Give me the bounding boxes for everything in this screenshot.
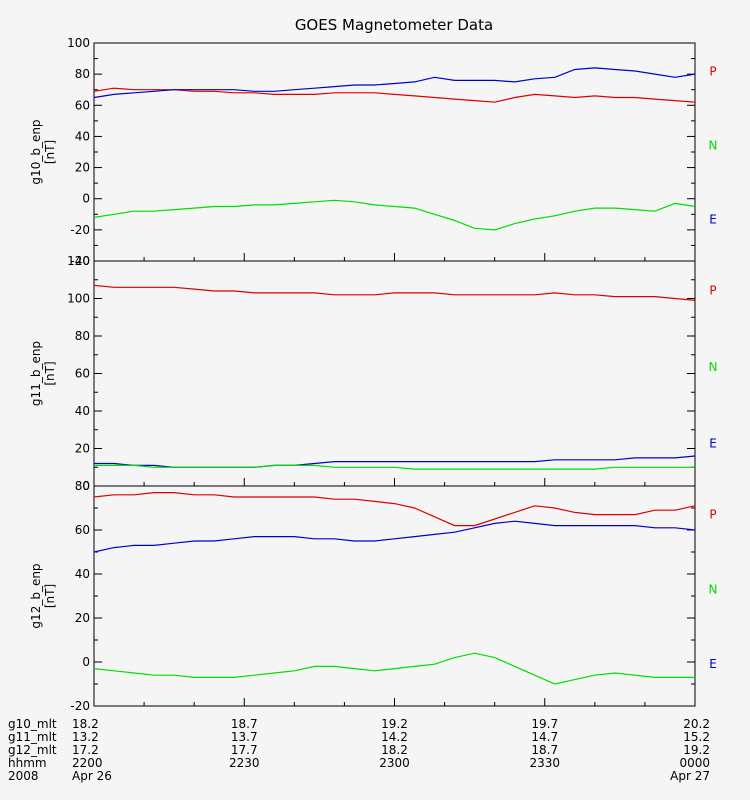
time-row-value: Apr 27 — [670, 769, 710, 783]
y-tick-label: 0 — [82, 192, 90, 206]
series-line-n — [93, 199, 696, 231]
time-row-value: 2330 — [529, 756, 560, 770]
y-axis-label: g12_b_enp — [29, 563, 43, 628]
y-tick-label: -40 — [70, 254, 90, 268]
time-row-label: 2008 — [8, 769, 39, 783]
legend-p: P — [709, 283, 716, 297]
series-line-n — [94, 464, 695, 470]
y-tick-label: 80 — [75, 479, 90, 493]
time-row-value: 13.7 — [231, 730, 258, 744]
time-row-value: 2230 — [229, 756, 260, 770]
time-row-label: g11_mlt — [8, 730, 57, 744]
y-axis-label: g11_b_enp — [29, 341, 43, 406]
y-axis-unit: [nT] — [43, 361, 57, 385]
time-row-value: 19.2 — [381, 717, 408, 731]
y-tick-label: 40 — [75, 129, 90, 143]
time-row-value: 17.2 — [72, 743, 99, 757]
legend-e: E — [709, 657, 717, 671]
time-row-value: 2200 — [72, 756, 103, 770]
y-tick-label: 60 — [75, 98, 90, 112]
time-row-value: 13.2 — [72, 730, 99, 744]
panel-3: -20 0 20 40 60 80 g12_b_enp [nT] P N E — [29, 479, 717, 713]
time-row-value: 19.7 — [531, 717, 558, 731]
y-axis-label: g10_b_enp — [29, 119, 43, 184]
y-tick-label: 80 — [75, 67, 90, 81]
chart-title: GOES Magnetometer Data — [295, 16, 493, 34]
series-line-p — [93, 284, 696, 301]
y-tick-label: 60 — [75, 523, 90, 537]
y-tick-label: 60 — [75, 367, 90, 381]
y-tick-label: 40 — [75, 404, 90, 418]
time-row-value: Apr 26 — [72, 769, 112, 783]
y-axis-unit: [nT] — [43, 140, 57, 164]
time-row-label: g10_mlt — [8, 717, 57, 731]
y-tick-label: 100 — [67, 36, 90, 50]
time-row-label: g12_mlt — [8, 743, 57, 757]
y-tick-label: 100 — [67, 292, 90, 306]
y-tick-label: 20 — [75, 442, 90, 456]
legend-e: E — [709, 213, 717, 227]
y-tick-label: 20 — [75, 161, 90, 175]
time-row-value: 14.2 — [381, 730, 408, 744]
legend-e: E — [709, 436, 717, 450]
series-line-p — [93, 87, 696, 103]
y-axis-unit: [nT] — [43, 584, 57, 608]
legend-n: N — [709, 360, 718, 374]
time-row-value: 2300 — [379, 756, 410, 770]
time-row-value: 20.2 — [683, 717, 710, 731]
time-row-value: 18.7 — [231, 717, 258, 731]
time-row-value: 0000 — [679, 756, 710, 770]
time-row-value: 18.2 — [381, 743, 408, 757]
time-row-value: 18.2 — [72, 717, 99, 731]
y-tick-label: 120 — [67, 254, 90, 268]
legend-n: N — [709, 138, 718, 152]
time-row-value: 19.2 — [683, 743, 710, 757]
time-row-value: 15.2 — [683, 730, 710, 744]
time-row-label: hhmm — [8, 756, 47, 770]
y-tick-label: -20 — [70, 223, 90, 237]
y-tick-label: 0 — [82, 655, 90, 669]
series-line-e — [93, 520, 696, 553]
series-line-e — [93, 67, 696, 99]
y-tick-label: -20 — [70, 699, 90, 713]
legend-p: P — [709, 508, 716, 522]
y-tick-label: 20 — [75, 611, 90, 625]
series-line-n — [93, 652, 695, 685]
time-row-value: 18.7 — [531, 743, 558, 757]
time-axis-labels: g10_mlt 18.2 18.7 19.2 19.7 20.2 g11_mlt 13.2 13… — [8, 717, 710, 783]
y-tick-label: 0 — [82, 479, 90, 493]
y-tick-label: 40 — [75, 567, 90, 581]
time-row-value: 14.7 — [531, 730, 558, 744]
panel-1: -40 -20 0 20 40 60 80 100 g10_b_enp [nT] P N E — [29, 36, 717, 268]
series-line-p — [93, 492, 696, 527]
legend-n: N — [709, 582, 718, 596]
legend-p: P — [709, 64, 716, 78]
time-row-value: 17.7 — [231, 743, 258, 757]
y-tick-label: 80 — [75, 329, 90, 343]
